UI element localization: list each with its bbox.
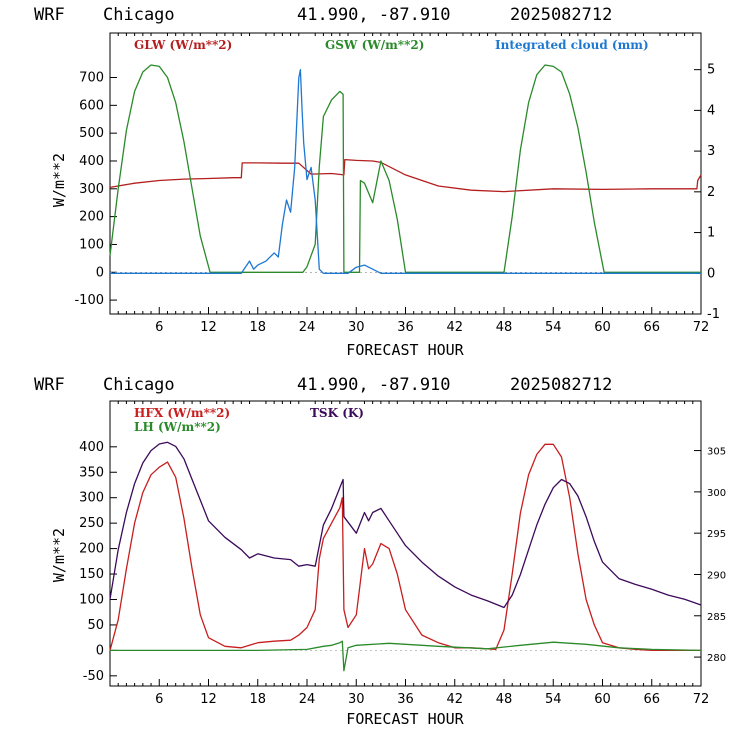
panel1-y2-tick-label: -1 <box>707 307 720 322</box>
panel2-y-tick-label: 300 <box>79 491 104 506</box>
panel2-y2-tick-label: 280 <box>707 653 726 664</box>
panel2-y2-tick-label: 295 <box>707 529 726 540</box>
panel1-y-tick-label: 200 <box>79 210 104 225</box>
panel2-y2-tick-label: 305 <box>707 447 726 458</box>
panel1-y2-tick-label: 0 <box>707 266 715 281</box>
panel2-x-tick-label: 30 <box>348 692 365 707</box>
panel1-y-tick-label: -100 <box>74 293 104 308</box>
panel1-y2-tick-label: 1 <box>707 226 715 241</box>
panel1-x-tick-label: 24 <box>299 320 316 335</box>
panel2-plot-frame <box>109 400 702 687</box>
panel1-coords: 41.990, -87.910 <box>297 5 451 25</box>
panel1-y-tick-label: 500 <box>79 126 104 141</box>
panel2-date: 2025082712 <box>510 375 612 395</box>
panel2-y-axis-label: W/m**2 <box>50 528 68 582</box>
panel1-y-tick-label: 100 <box>79 237 104 252</box>
panel1-x-tick-label: 42 <box>446 320 463 335</box>
panel2-legend-tsk: TSK (K) <box>310 406 364 420</box>
panel1-x-tick-label: 30 <box>348 320 365 335</box>
panel2-y-tick-label: 250 <box>79 516 104 531</box>
panel2-legend-hfx: HFX (W/m**2) <box>134 406 230 420</box>
panel2-series-hfx-line <box>109 443 701 652</box>
panel2-y2-tick-label: 290 <box>707 570 726 581</box>
panel1-x-tick-label: 18 <box>249 320 266 335</box>
panel1-y-tick-label: 400 <box>79 154 104 169</box>
panel1-y2-tick-label: 4 <box>707 103 715 118</box>
panel2-y2-tick-label: 285 <box>707 612 726 623</box>
panel2-x-tick-label: 66 <box>643 692 660 707</box>
panel2-y-tick-label: 0 <box>96 643 104 658</box>
panel2-model: WRF <box>34 375 65 395</box>
panel1-y-tick-label: 0 <box>96 265 104 280</box>
panel2-series-tsk-line <box>109 441 702 609</box>
panel1-date: 2025082712 <box>510 5 612 25</box>
panel2-coords: 41.990, -87.910 <box>297 375 451 395</box>
panel1-legend-cloud: Integrated cloud (mm) <box>495 38 649 52</box>
panel2-y-tick-label: 200 <box>79 542 104 557</box>
panel2-y-tick-label: 400 <box>79 440 104 455</box>
panel2-x-tick-label: 72 <box>693 692 710 707</box>
panel1-legend-glw: GLW (W/m**2) <box>134 38 232 52</box>
panel1-legend-gsw: GSW (W/m**2) <box>325 38 424 52</box>
panel1-city: Chicago <box>103 5 175 25</box>
panel2-x-tick-label: 6 <box>155 692 163 707</box>
panel2-legend-lh: LH (W/m**2) <box>134 420 221 434</box>
panel2-x-tick-label: 48 <box>496 692 513 707</box>
panel2-y-tick-label: 350 <box>79 465 104 480</box>
panel1-y2-tick-label: 2 <box>707 185 715 200</box>
panel1-y-tick-label: 300 <box>79 182 104 197</box>
panel2-x-axis-label: FORECAST HOUR <box>346 710 464 728</box>
panel2-x-tick-label: 42 <box>446 692 463 707</box>
panel1-x-tick-label: 54 <box>545 320 562 335</box>
panel1-series-gsw-line <box>109 64 701 273</box>
panel2-series-lh-line <box>110 640 702 672</box>
panel2-city: Chicago <box>103 375 175 395</box>
panel1-x-tick-label: 36 <box>397 320 414 335</box>
panel2-x-tick-label: 60 <box>594 692 611 707</box>
panel1-x-tick-label: 66 <box>643 320 660 335</box>
panel2-x-tick-label: 18 <box>249 692 266 707</box>
panel2-y-tick-label: 150 <box>79 567 104 582</box>
panel1-x-axis-label: FORECAST HOUR <box>346 341 464 359</box>
panel2-x-tick-label: 24 <box>299 692 316 707</box>
panel1-x-tick-label: 48 <box>496 320 513 335</box>
panel1-series-glw-line <box>109 158 702 193</box>
panel2-x-tick-label: 54 <box>545 692 562 707</box>
panel1-y-tick-label: 600 <box>79 98 104 113</box>
panel1-x-tick-label: 72 <box>693 320 710 335</box>
panel1-model: WRF <box>34 5 65 25</box>
panel2-y-tick-label: -50 <box>83 669 104 684</box>
panel1-series-integrated-line <box>110 69 701 274</box>
panel1-x-tick-label: 60 <box>594 320 611 335</box>
panel2-y-tick-label: 50 <box>87 618 104 633</box>
panel1-y2-tick-label: 3 <box>707 144 715 159</box>
panel2-y2-tick-label: 300 <box>707 488 726 499</box>
panel2-y-tick-label: 100 <box>79 592 104 607</box>
panel2-x-tick-label: 12 <box>200 692 217 707</box>
panel1-y-axis-label: W/m**2 <box>50 153 68 207</box>
panel2-x-tick-label: 36 <box>397 692 414 707</box>
panel1-x-tick-label: 6 <box>155 320 163 335</box>
panel1-y2-tick-label: 5 <box>707 63 715 78</box>
panel1-y-tick-label: 700 <box>79 71 104 86</box>
panel1-x-tick-label: 12 <box>200 320 217 335</box>
